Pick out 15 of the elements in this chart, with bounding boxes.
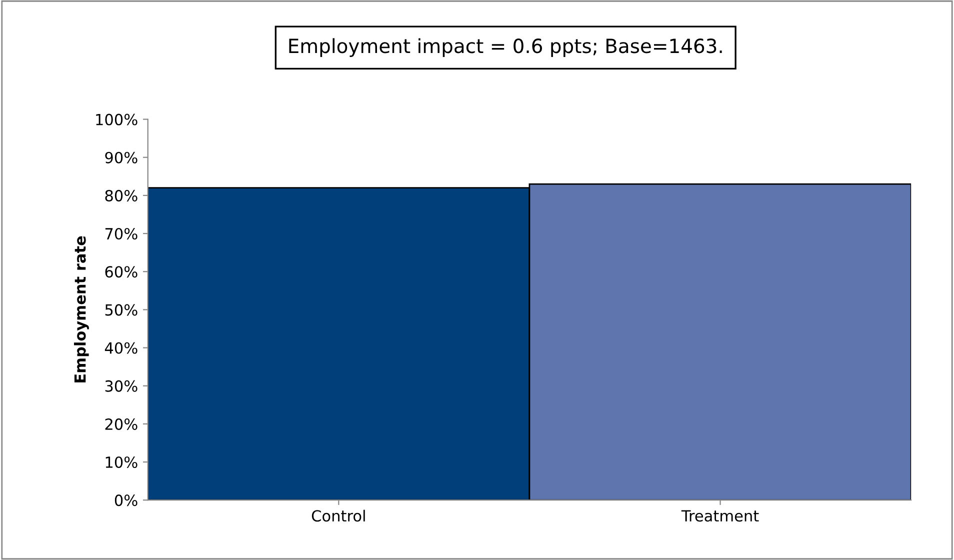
chart-title: Employment impact = 0.6 ppts; Base=1463.	[289, 38, 722, 58]
y-tick-label: 70%	[105, 228, 138, 240]
y-tick-label: 90%	[105, 152, 138, 164]
y-tick-label: 40%	[104, 342, 138, 354]
x-tick-label: Control	[312, 510, 365, 522]
y-tick-label: 50%	[105, 304, 138, 316]
y-tick-label: 80%	[105, 190, 138, 202]
y-axis-title: Employment rate	[74, 236, 89, 382]
y-tick-label: 0%	[114, 494, 138, 506]
y-tick-label: 60%	[105, 266, 138, 278]
x-tick-label: Treatment	[681, 510, 759, 522]
y-tick-label: 30%	[105, 380, 138, 392]
y-tick-label: 100%	[96, 114, 138, 126]
y-tick-label: 20%	[105, 418, 138, 430]
y-tick-label: 10%	[106, 456, 138, 468]
